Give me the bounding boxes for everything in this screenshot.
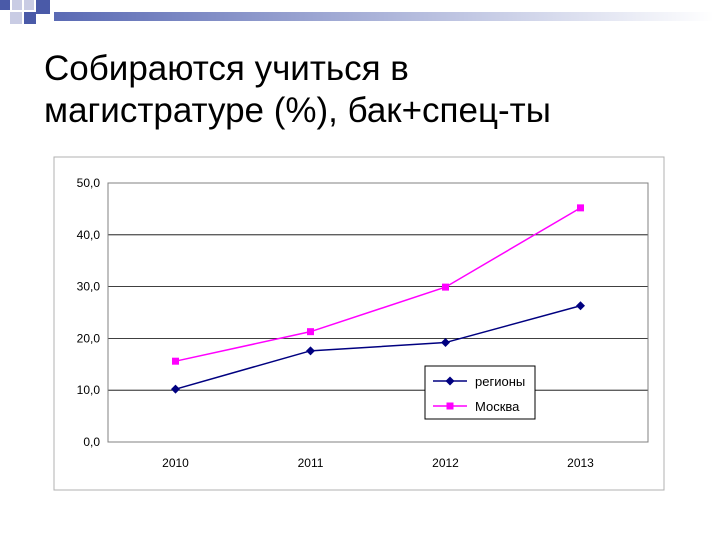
x-tick-label: 2012 xyxy=(432,456,459,470)
data-point xyxy=(441,338,450,348)
data-point xyxy=(171,384,180,394)
deco-square-5 xyxy=(24,0,34,10)
y-tick-label: 30,0 xyxy=(77,280,101,294)
data-point xyxy=(442,283,449,291)
deco-square-6 xyxy=(36,0,50,14)
x-tick-label: 2010 xyxy=(162,456,189,470)
legend-marker xyxy=(445,376,455,386)
data-point xyxy=(576,301,585,311)
y-tick-label: 0,0 xyxy=(83,435,100,449)
y-tick-label: 40,0 xyxy=(77,228,101,242)
data-point xyxy=(307,328,314,336)
deco-bar xyxy=(54,12,714,21)
data-point xyxy=(172,357,179,365)
series-line xyxy=(175,305,581,390)
chart-frame xyxy=(53,156,665,491)
deco-square-2 xyxy=(12,0,22,10)
slide-title-line-1: Собираются учиться в xyxy=(44,49,409,88)
slide-title: Собираются учиться в магистратуре (%), б… xyxy=(44,48,684,132)
header-decoration xyxy=(0,0,714,24)
slide-title-line-2: магистратуре (%), бак+спец-ты xyxy=(44,91,551,130)
legend-label: Москва xyxy=(475,399,520,414)
plot-area xyxy=(107,182,649,443)
deco-square-1 xyxy=(0,0,10,10)
legend-box xyxy=(424,365,536,420)
legend-marker xyxy=(446,402,454,410)
data-point xyxy=(306,346,315,356)
y-tick-label: 20,0 xyxy=(77,331,101,345)
x-tick-label: 2013 xyxy=(567,456,594,470)
legend-label: регионы xyxy=(475,374,525,389)
data-point xyxy=(577,204,584,212)
series-line xyxy=(175,207,581,362)
y-tick-label: 50,0 xyxy=(77,176,101,190)
deco-square-3 xyxy=(10,12,22,24)
y-tick-label: 10,0 xyxy=(77,383,101,397)
deco-square-4 xyxy=(24,12,36,24)
x-tick-label: 2011 xyxy=(298,456,324,470)
